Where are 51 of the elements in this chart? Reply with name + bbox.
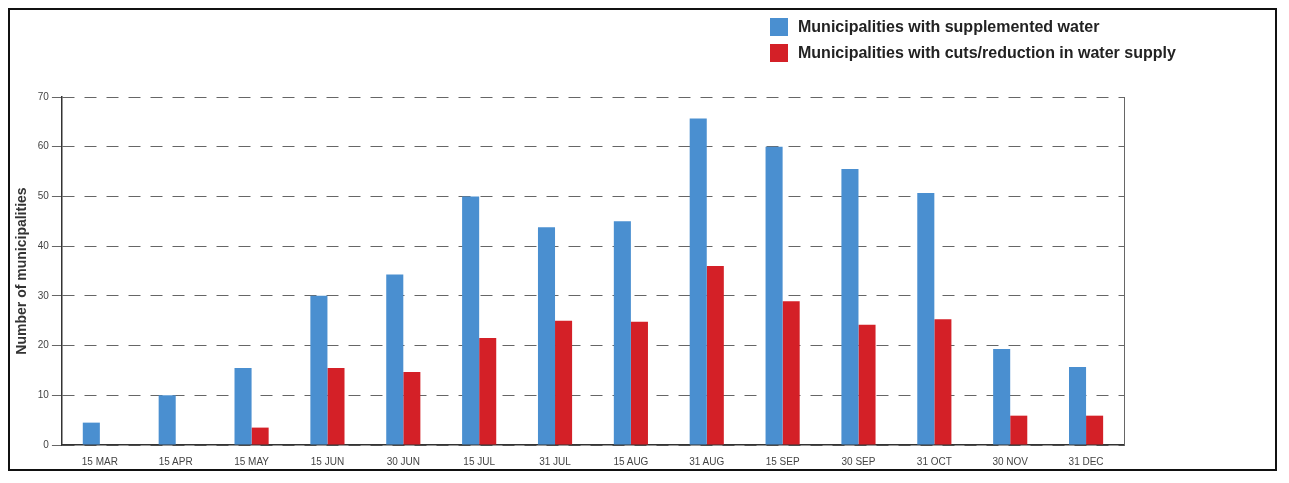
bar <box>706 266 724 445</box>
bar <box>689 118 707 445</box>
legend-label: Municipalities with cuts/reduction in water supply <box>798 44 1176 62</box>
x-tick-label: 31 AUG <box>689 455 725 467</box>
y-tick-label: 20 <box>37 339 50 351</box>
bar <box>993 349 1011 445</box>
x-tick-label: 15 MAR <box>81 455 118 467</box>
bar <box>1086 415 1104 445</box>
y-tick-label: 50 <box>37 190 50 202</box>
bar <box>537 227 556 445</box>
y-tick-label: 40 <box>37 239 50 251</box>
bar <box>386 274 404 445</box>
x-tick-label: 30 NOV <box>992 455 1029 467</box>
x-tick-label: 15 JUL <box>463 455 496 467</box>
x-tick-label: 31 OCT <box>916 455 952 467</box>
bar <box>765 146 783 445</box>
bar <box>934 319 952 445</box>
x-tick-label: 15 AUG <box>613 455 649 467</box>
bar <box>613 221 631 445</box>
bar <box>327 367 345 445</box>
x-tick-label: 30 JUN <box>386 455 420 467</box>
bar <box>310 295 328 445</box>
y-tick-label: 70 <box>37 90 50 102</box>
x-tick-label: 30 SEP <box>841 455 876 467</box>
bar <box>630 321 648 445</box>
bar <box>555 320 573 445</box>
bar <box>158 395 176 445</box>
bar <box>82 422 100 445</box>
bar <box>1069 366 1087 445</box>
x-tick-label: 31 JUL <box>539 455 572 467</box>
y-tick-label: 30 <box>37 289 50 301</box>
x-tick-label: 15 APR <box>158 455 193 467</box>
bar <box>251 427 269 445</box>
bar <box>403 371 421 445</box>
bar <box>234 367 252 445</box>
x-tick-label: 31 DEC <box>1068 455 1104 467</box>
bar <box>917 192 935 445</box>
bar <box>841 169 859 445</box>
y-tick-label: 0 <box>43 438 50 450</box>
y-axis-title: Number of municipalities <box>13 187 30 355</box>
x-tick-label: 15 SEP <box>765 455 800 467</box>
y-tick-label: 10 <box>37 389 50 401</box>
bar <box>479 338 497 445</box>
legend-label: Municipalities with supplemented water <box>798 18 1100 36</box>
y-tick-label: 60 <box>37 140 50 152</box>
x-tick-label: 15 MAY <box>234 455 270 467</box>
bar <box>782 301 800 445</box>
bar <box>1010 415 1028 445</box>
x-tick-label: 15 JUN <box>310 455 345 467</box>
bar <box>858 324 876 445</box>
bar <box>462 196 480 445</box>
